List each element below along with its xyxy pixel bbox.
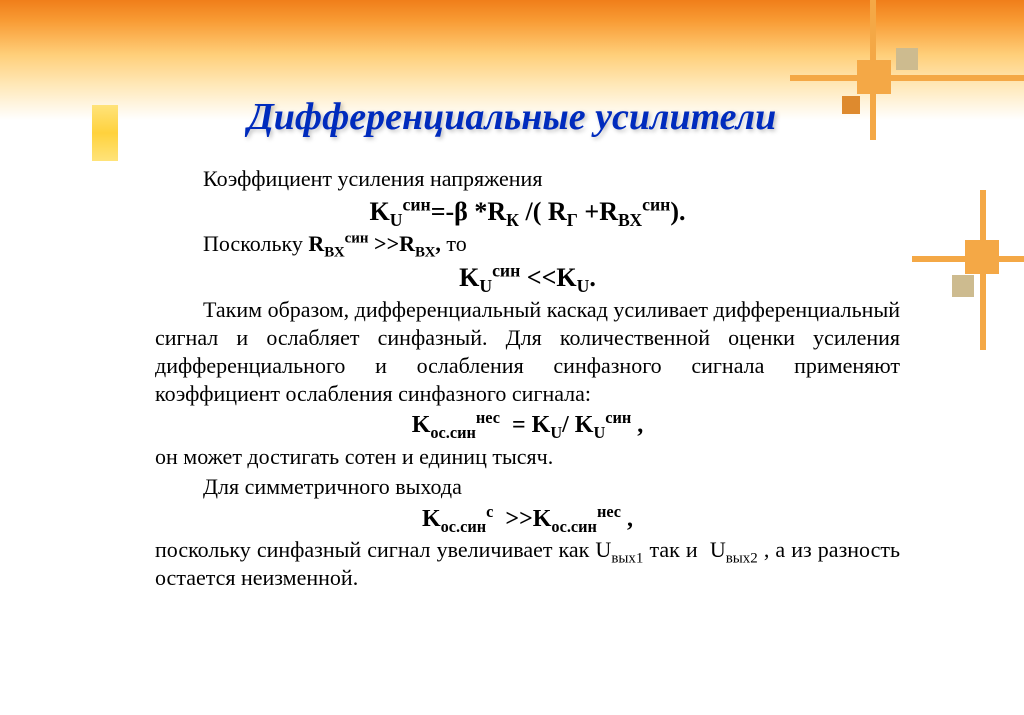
deco-bar-top (790, 75, 1024, 81)
content-body: Коэффициент усиления напряжения KUсин=-β… (155, 165, 900, 595)
paragraph-5: Для симметричного выхода (155, 473, 900, 501)
deco-square-tan (896, 48, 918, 70)
formula-2: KUсин <<KU. (155, 261, 900, 294)
page-title: Дифференциальные усилители (0, 95, 1024, 139)
formula-1: KUсин=-β *RК /( RГ +RВХсин). (155, 195, 900, 228)
slide: Дифференциальные усилители Коэффициент у… (0, 0, 1024, 715)
deco-square-orange-2 (965, 240, 999, 274)
paragraph-3: Таким образом, дифференциальный каскад у… (155, 296, 900, 409)
deco-square-tan-2 (952, 275, 974, 297)
paragraph-2: Поскольку RВХсин >>RВХ, то (155, 230, 900, 258)
paragraph-4: он может достигать сотен и единиц тысяч. (155, 443, 900, 471)
paragraph-1: Коэффициент усиления напряжения (155, 165, 900, 193)
deco-square-orange (857, 60, 891, 94)
paragraph-6: поскольку синфазный сигнал увеличивает к… (155, 536, 900, 592)
formula-4: Kос.синс >>Kос.синнес , (155, 504, 900, 535)
formula-3: Kос.синнес = KU/ KUсин , (155, 410, 900, 441)
